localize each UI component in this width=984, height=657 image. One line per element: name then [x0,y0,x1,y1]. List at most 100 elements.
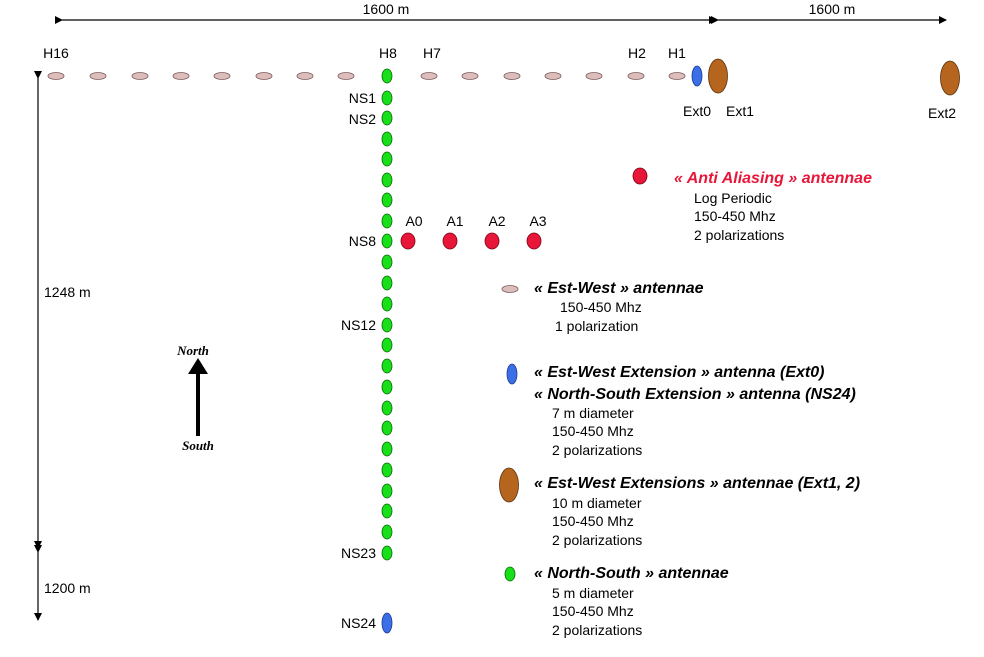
legend-ext0-symbol [506,363,518,385]
legend-ns-symbol [504,566,516,582]
ns-antenna [381,483,393,499]
legend-ext12-line: 2 polarizations [552,532,642,548]
ns-antenna [381,503,393,519]
legend-ext0-line: 2 polarizations [552,442,642,458]
ns-antenna [381,233,393,249]
ns-antenna [381,524,393,540]
ew-antenna [255,72,273,80]
legend-ext12-title: « Est-West Extensions » antennae (Ext1, … [534,475,860,492]
legend-ext0-title: « Est-West Extension » antenna (Ext0) [534,364,824,381]
ext-label-ext0: Ext0 [683,103,711,119]
legend-ext12: « Est-West Extensions » antennae (Ext1, … [499,467,860,548]
ew-label-h16: H16 [43,45,69,61]
ns-antenna [381,275,393,291]
legend-ext12-line: 150-450 Mhz [552,513,634,529]
compass: North South [176,343,214,453]
legend-north-south-line: 150-450 Mhz [552,603,634,619]
legend-anti-aliasing: « Anti Aliasing » antennae Log Periodic … [632,167,872,243]
dimension-label-top-left: 1600 m [363,1,410,17]
ew-antenna [668,72,686,80]
ns-antenna [381,68,393,84]
ew-antenna [585,72,603,80]
legend-ext0-line: 7 m diameter [552,405,634,421]
anti-alias-antenna [442,232,458,250]
ext-label-ext2: Ext2 [928,105,956,121]
ew-antenna [461,72,479,80]
ew-antenna [503,72,521,80]
ns-label-ns23: NS23 [341,545,376,561]
ext1-antenna [708,58,728,94]
compass-north-label: North [176,343,209,358]
legend-ns24-title: « North-South Extension » antenna (NS24) [534,386,856,403]
legend-est-west-title: « Est-West » antennae [534,280,704,297]
anti-alias-antenna [484,232,500,250]
ns-antenna [381,90,393,106]
ns-antenna [381,254,393,270]
dimension-label-top-right: 1600 m [809,1,856,17]
dimension-label-left-upper: 1248 m [44,284,91,300]
legend-north-south-line: 2 polarizations [552,622,642,638]
ns24-antenna [381,612,393,634]
legend-anti-aliasing-line: 2 polarizations [694,227,784,243]
anti-alias-antenna [400,232,416,250]
ew-antenna [89,72,107,80]
ns-antenna [381,400,393,416]
ew-antenna-row [47,72,686,80]
legend-anti-aliasing-line: Log Periodic [694,190,772,206]
ns-label-ns24: NS24 [341,615,376,631]
compass-south-label: South [182,438,214,453]
ns-antenna [381,110,393,126]
ext2-antenna [940,60,960,96]
ns-label-ns2: NS2 [349,111,376,127]
ns-antenna [381,420,393,436]
anti-alias-antenna [526,232,542,250]
ns-antenna [381,213,393,229]
ew-antenna [337,72,355,80]
ns-antenna [381,337,393,353]
ext-label-ext1: Ext1 [726,103,754,119]
ns-label-ns12: NS12 [341,317,376,333]
ew-antenna [213,72,231,80]
ext0-antenna [691,65,703,87]
legend-ext0-line: 150-450 Mhz [552,423,634,439]
ns-antenna [381,131,393,147]
ns-antenna [381,358,393,374]
ns-antenna [381,172,393,188]
legend-anti-aliasing-title: « Anti Aliasing » antennae [674,170,872,187]
ns-label-ns8: NS8 [349,233,376,249]
dimension-label-left-lower: 1200 m [44,580,91,596]
ns-antenna [381,379,393,395]
legend-anti-alias-symbol [632,167,648,185]
legend-est-west-line: 150-450 Mhz [560,299,642,315]
ns-label-ns1: NS1 [349,90,376,106]
legend-ew-symbol [501,285,519,293]
legend-ext12-line: 10 m diameter [552,495,642,511]
ns-antenna [381,317,393,333]
ew-label-h2: H2 [628,45,646,61]
legend-est-west: « Est-West » antennae 150-450 Mhz 1 pola… [501,280,704,334]
anti-alias-label-a1: A1 [446,213,463,229]
legend-ext12-symbol [499,467,519,503]
north-arrow-icon [188,358,208,374]
ns-antenna-column [381,68,393,561]
anti-alias-label-a2: A2 [488,213,505,229]
ns-antenna [381,151,393,167]
ew-antenna [544,72,562,80]
ew-label-h7: H7 [423,45,441,61]
ew-label-h1: H1 [668,45,686,61]
anti-alias-label-a0: A0 [405,213,422,229]
ns-antenna [381,192,393,208]
ew-antenna [296,72,314,80]
ew-antenna [47,72,65,80]
legend-anti-aliasing-line: 150-450 Mhz [694,208,776,224]
ew-antenna [627,72,645,80]
ew-antenna [420,72,438,80]
legend-north-south: « North-South » antennae 5 m diameter 15… [504,565,729,638]
ns-antenna [381,296,393,312]
ew-antenna [131,72,149,80]
ns-antenna [381,545,393,561]
ew-label-h8: H8 [379,45,397,61]
ns-antenna [381,462,393,478]
